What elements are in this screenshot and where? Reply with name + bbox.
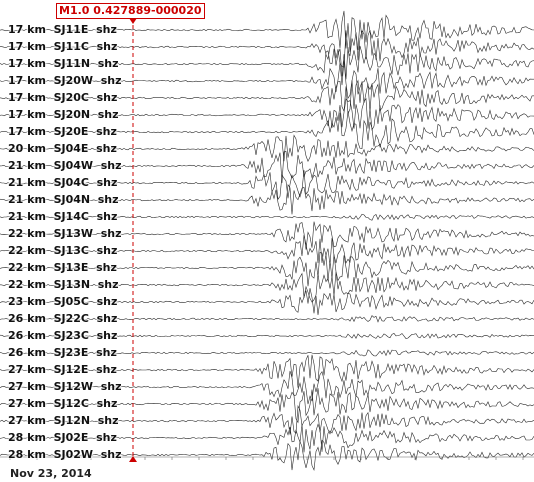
date-label: Nov 23, 2014 (10, 467, 92, 480)
waveform-trace (0, 60, 534, 100)
waveform-trace (0, 388, 534, 424)
waveform-trace (0, 134, 534, 162)
event-marker-top-triangle-icon[interactable] (129, 18, 137, 24)
station-label[interactable]: 17 km SJ11E shz (8, 23, 117, 36)
station-label[interactable]: 20 km SJ04E shz (8, 142, 117, 155)
waveform-trace (0, 45, 534, 80)
station-label[interactable]: 27 km SJ12N shz (8, 414, 119, 427)
station-label[interactable]: 26 km SJ22C shz (8, 312, 118, 325)
waveform-trace (0, 251, 534, 287)
waveform-trace (0, 79, 534, 114)
station-label[interactable]: 17 km SJ20N shz (8, 108, 119, 121)
event-marker-label[interactable]: M1.0 0.427889-000020 (56, 3, 205, 19)
station-label[interactable]: 21 km SJ04C shz (8, 176, 118, 189)
station-label[interactable]: 28 km SJ02W shz (8, 448, 122, 461)
waveform-trace (0, 288, 534, 316)
waveform-trace (0, 354, 534, 388)
waveform-trace (0, 111, 534, 150)
waveform-trace (0, 10, 534, 53)
waveform-trace (0, 213, 534, 221)
waveform-trace (0, 271, 534, 303)
waveform-trace (0, 234, 534, 266)
station-label[interactable]: 17 km SJ11N shz (8, 57, 119, 70)
station-label[interactable]: 27 km SJ12W shz (8, 380, 122, 393)
station-label[interactable]: 21 km SJ04N shz (8, 193, 119, 206)
station-label[interactable]: 17 km SJ11C shz (8, 40, 118, 53)
station-label[interactable]: 22 km SJ13N shz (8, 278, 119, 291)
station-label[interactable]: 21 km SJ14C shz (8, 210, 118, 223)
station-label[interactable]: 22 km SJ13E shz (8, 261, 117, 274)
waveform-trace (0, 183, 534, 215)
waveform-trace (0, 333, 534, 339)
station-label[interactable]: 26 km SJ23C shz (8, 329, 118, 342)
station-label[interactable]: 17 km SJ20C shz (8, 91, 118, 104)
station-label[interactable]: 17 km SJ20E shz (8, 125, 117, 138)
waveform-trace (0, 315, 534, 323)
waveform-trace (0, 423, 534, 453)
waveform-trace (0, 349, 534, 357)
waveform-trace (0, 370, 534, 405)
station-label[interactable]: 26 km SJ23E shz (8, 346, 117, 359)
station-label[interactable]: 22 km SJ13W shz (8, 227, 122, 240)
station-label[interactable]: 28 km SJ02E shz (8, 431, 117, 444)
waveform-trace (0, 439, 534, 472)
station-label[interactable]: 22 km SJ13C shz (8, 244, 118, 257)
event-marker-bottom-triangle-icon[interactable] (129, 456, 137, 462)
waveform-trace (0, 170, 534, 201)
waveform-trace (0, 151, 534, 183)
waveform-trace (0, 221, 534, 250)
station-label[interactable]: 27 km SJ12E shz (8, 363, 117, 376)
station-label[interactable]: 17 km SJ20W shz (8, 74, 122, 87)
waveform-trace (0, 29, 534, 68)
station-label[interactable]: 27 km SJ12C shz (8, 397, 118, 410)
waveform-trace (0, 97, 534, 131)
waveform-trace (0, 404, 534, 435)
station-label[interactable]: 23 km SJ05C shz (8, 295, 118, 308)
station-label[interactable]: 21 km SJ04W shz (8, 159, 122, 172)
